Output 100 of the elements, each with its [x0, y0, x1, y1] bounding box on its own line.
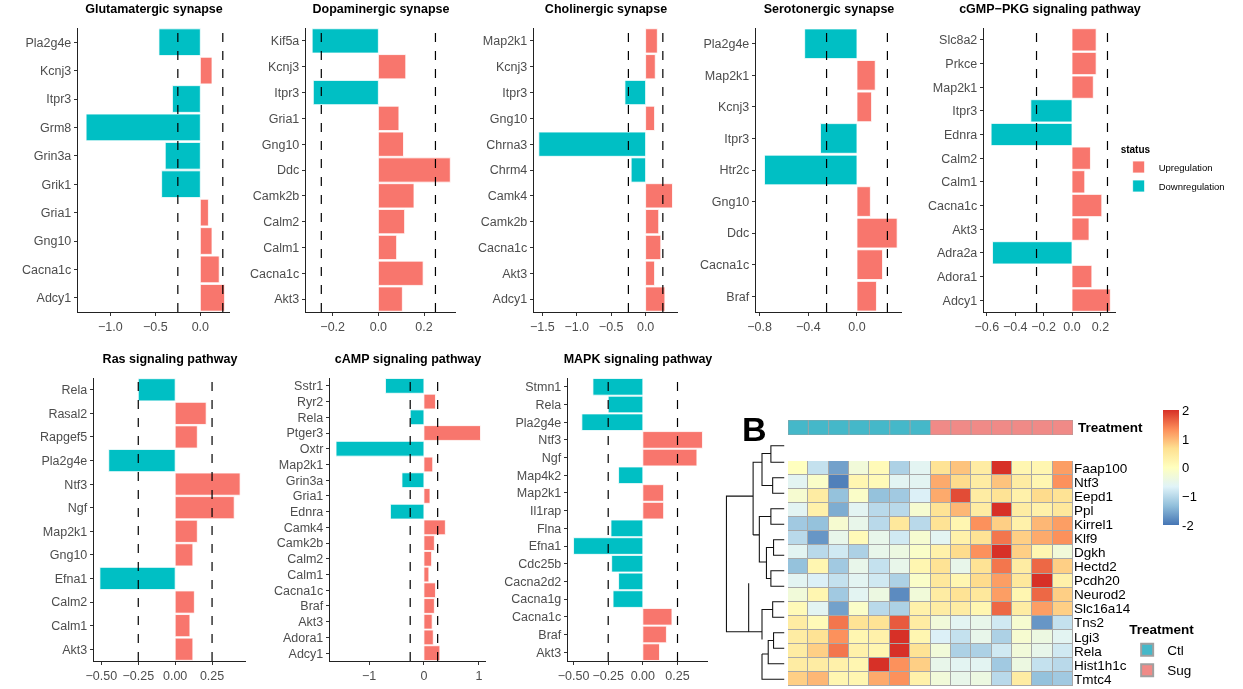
x-tick-label: 0.00 — [630, 669, 656, 684]
y-tick-label: Hectd2 — [1074, 559, 1117, 575]
y-tick-label: Cacna1c — [927, 198, 978, 213]
chart-title: Ras signaling pathway — [102, 351, 238, 366]
y-tick-label: Adra2a — [936, 246, 978, 261]
y-tick-label: Akt3 — [536, 645, 562, 660]
color-bar-label: 0 — [1182, 460, 1190, 476]
y-tick-label: Kcnj3 — [718, 100, 750, 115]
y-tick-label: Rapgef5 — [40, 430, 88, 445]
y-tick-label: Hist1h1c — [1074, 657, 1127, 673]
y-tick-label: Map2k1 — [482, 34, 528, 49]
y-tick-label: Gria1 — [40, 205, 72, 220]
y-tick-label: Camk2b — [252, 189, 300, 204]
text: B — [742, 410, 767, 448]
y-tick-label: Map2k1 — [42, 524, 88, 539]
y-tick-label: Grin3a — [285, 473, 324, 488]
y-tick-label: Calm2 — [287, 552, 324, 567]
y-tick-label: Camk4 — [283, 520, 324, 535]
y-tick-label: Sstr1 — [294, 379, 324, 394]
chart-title: cGMP−PKG signaling pathway — [959, 1, 1141, 16]
y-tick-label: Cacna1g — [511, 592, 562, 607]
x-tick-label: −1.0 — [564, 320, 590, 335]
y-tick-label: Akt3 — [298, 615, 324, 630]
y-tick-label: Braf — [300, 599, 324, 614]
y-tick-label: Akt3 — [952, 222, 978, 237]
x-tick-label: 0.0 — [848, 320, 866, 335]
x-tick-label: −1.0 — [98, 320, 123, 335]
y-tick-label: Flna — [536, 521, 562, 536]
y-tick-label: Kcnj3 — [40, 63, 72, 78]
legend-label: Downregulation — [1158, 180, 1225, 192]
y-tick-label: Htr2c — [719, 163, 750, 178]
y-tick-label: Calm1 — [263, 240, 300, 255]
y-tick-label: Camk4 — [487, 189, 528, 204]
y-tick-label: Cacna2d2 — [504, 574, 562, 589]
y-tick-label: Ngf — [67, 501, 88, 516]
y-tick-label: Grik1 — [41, 177, 72, 192]
x-tick-label: 0.25 — [665, 669, 690, 684]
y-tick-label: Map2k1 — [278, 457, 324, 472]
chart-title: Serotonergic synapse — [763, 1, 895, 16]
chart-title: Cholinergic synapse — [544, 1, 668, 16]
x-tick-label: 1 — [475, 669, 483, 684]
x-tick-label: −0.50 — [557, 669, 590, 684]
y-tick-label: Akt3 — [502, 266, 528, 281]
y-tick-label: Calm1 — [941, 175, 978, 190]
y-tick-label: Prkce — [945, 56, 978, 71]
y-tick-label: Grin3a — [33, 149, 72, 164]
y-tick-label: Adora1 — [282, 630, 324, 645]
chart-title: cAMP signaling pathway — [334, 351, 482, 366]
y-tick-label: Ntf3 — [538, 433, 562, 448]
y-tick-label: Slc8a2 — [939, 33, 978, 48]
y-tick-label: Calm1 — [51, 618, 88, 633]
x-tick-label: 0.2 — [1091, 320, 1110, 335]
y-tick-label: Calm1 — [287, 567, 324, 582]
y-tick-label: Pla2g4e — [703, 37, 750, 52]
legend-label: Upregulation — [1158, 161, 1213, 173]
color-bar-label: 1 — [1182, 431, 1190, 447]
y-tick-label: Gria1 — [292, 489, 324, 504]
y-tick-label: Camk2b — [276, 536, 324, 551]
y-tick-label: Gng10 — [489, 111, 528, 126]
y-tick-label: Oxtr — [299, 442, 324, 457]
y-tick-label: Ddc — [277, 163, 300, 178]
y-tick-label: Calm2 — [263, 215, 300, 230]
y-tick-label: Stmn1 — [525, 380, 562, 395]
x-tick-label: 0.00 — [163, 669, 188, 684]
x-tick-label: −1 — [361, 669, 377, 684]
y-tick-label: Chrna3 — [486, 137, 528, 152]
y-tick-label: Braf — [726, 289, 750, 304]
y-tick-label: Klf9 — [1074, 531, 1098, 547]
y-tick-label: Itpr3 — [502, 85, 528, 100]
y-tick-label: Ntf3 — [64, 477, 88, 492]
x-tick-label: −0.5 — [598, 320, 624, 335]
y-tick-label: Adcy1 — [36, 291, 72, 306]
y-tick-label: Map2k1 — [932, 80, 978, 95]
y-tick-label: Rasal2 — [48, 406, 88, 421]
y-tick-label: Slc16a14 — [1074, 601, 1131, 617]
x-tick-label: −0.4 — [795, 320, 821, 335]
color-bar-label: -2 — [1182, 517, 1194, 533]
y-tick-label: Map2k1 — [516, 486, 562, 501]
y-tick-label: Ntf3 — [1074, 474, 1099, 490]
y-tick-label: Efna1 — [54, 571, 88, 586]
y-tick-label: Grm8 — [40, 120, 72, 135]
legend-title: Treatment — [1129, 622, 1195, 638]
y-tick-label: Tns2 — [1074, 615, 1105, 631]
chart-title: Dopaminergic synapse — [312, 1, 450, 16]
y-tick-label: Cacna1c — [699, 258, 750, 273]
y-tick-label: Pla2g4e — [515, 415, 562, 430]
y-tick-label: Cacna1c — [511, 610, 562, 625]
y-tick-label: Gng10 — [33, 234, 72, 249]
y-tick-label: Il1rap — [530, 504, 562, 519]
y-tick-label: Map2k1 — [704, 68, 750, 83]
x-tick-label: −0.2 — [1031, 320, 1056, 335]
y-tick-label: Gng10 — [49, 548, 88, 563]
y-tick-label: Adora1 — [936, 269, 978, 284]
x-tick-label: −0.25 — [592, 669, 625, 684]
y-tick-label: Faap100 — [1074, 460, 1128, 476]
x-tick-label: −0.6 — [974, 320, 1000, 335]
y-tick-label: Cacna1c — [477, 240, 528, 255]
color-bar-label: −1 — [1182, 489, 1197, 505]
x-tick-label: 0.0 — [1063, 320, 1081, 335]
y-tick-label: Adcy1 — [492, 292, 528, 307]
